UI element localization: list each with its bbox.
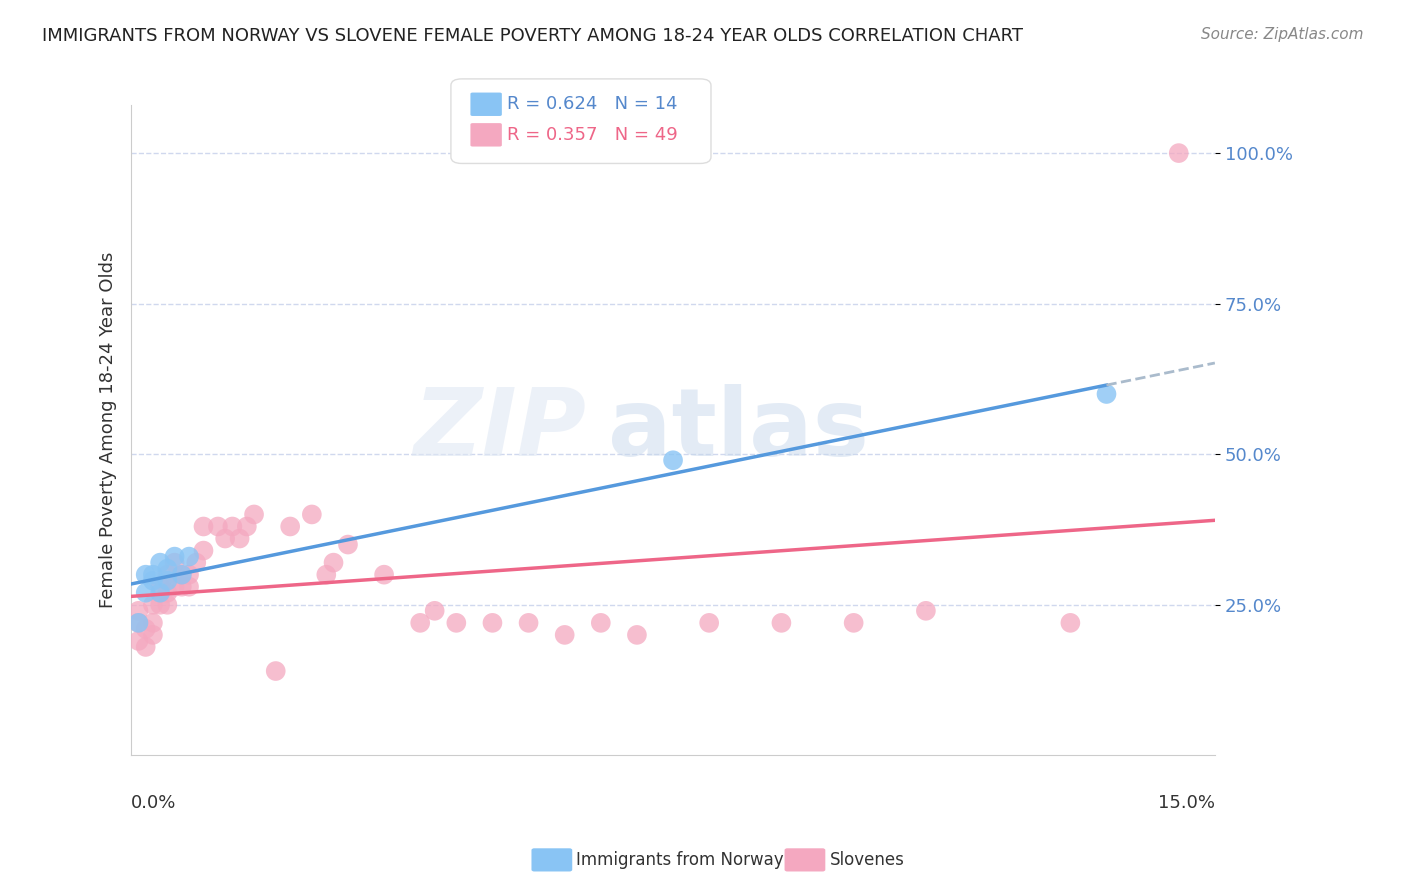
Point xyxy=(264,664,287,678)
Text: R = 0.624   N = 14: R = 0.624 N = 14 xyxy=(508,95,678,112)
Point xyxy=(697,615,720,630)
Point xyxy=(142,574,165,588)
Point xyxy=(409,615,432,630)
Point xyxy=(135,622,157,636)
FancyBboxPatch shape xyxy=(471,123,502,146)
Point xyxy=(770,615,793,630)
Point xyxy=(842,615,865,630)
Point xyxy=(626,628,648,642)
Point xyxy=(373,567,395,582)
Y-axis label: Female Poverty Among 18-24 Year Olds: Female Poverty Among 18-24 Year Olds xyxy=(100,252,117,608)
Point xyxy=(1095,387,1118,401)
Text: Source: ZipAtlas.com: Source: ZipAtlas.com xyxy=(1201,27,1364,42)
FancyBboxPatch shape xyxy=(471,93,502,116)
Point xyxy=(135,567,157,582)
Point xyxy=(207,519,229,533)
Text: Slovenes: Slovenes xyxy=(830,851,904,869)
Point xyxy=(186,556,208,570)
Point xyxy=(170,567,193,582)
Point xyxy=(127,604,149,618)
Point xyxy=(177,549,200,564)
Text: 0.0%: 0.0% xyxy=(131,795,177,813)
Point xyxy=(163,549,186,564)
Point xyxy=(336,537,359,551)
Point xyxy=(156,562,179,576)
Point xyxy=(156,567,179,582)
Point xyxy=(135,586,157,600)
Point xyxy=(127,615,149,630)
Text: IMMIGRANTS FROM NORWAY VS SLOVENE FEMALE POVERTY AMONG 18-24 YEAR OLDS CORRELATI: IMMIGRANTS FROM NORWAY VS SLOVENE FEMALE… xyxy=(42,27,1024,45)
Point xyxy=(177,580,200,594)
Point xyxy=(156,574,179,588)
Point xyxy=(142,598,165,612)
Point xyxy=(481,615,503,630)
Point xyxy=(662,453,685,467)
Point xyxy=(193,519,215,533)
Point xyxy=(127,615,149,630)
Point xyxy=(915,604,938,618)
Text: R = 0.357   N = 49: R = 0.357 N = 49 xyxy=(508,126,678,144)
Point xyxy=(170,580,193,594)
Point xyxy=(517,615,540,630)
Point xyxy=(149,580,172,594)
Point xyxy=(322,556,344,570)
Point xyxy=(170,567,193,582)
Text: Immigrants from Norway: Immigrants from Norway xyxy=(576,851,785,869)
Point xyxy=(142,615,165,630)
Point xyxy=(142,628,165,642)
Point xyxy=(149,586,172,600)
Point xyxy=(301,508,323,522)
Point xyxy=(149,556,172,570)
Point xyxy=(315,567,337,582)
Point xyxy=(236,519,259,533)
FancyBboxPatch shape xyxy=(451,78,711,163)
Point xyxy=(446,615,468,630)
Point xyxy=(221,519,243,533)
Point xyxy=(149,598,172,612)
Point xyxy=(163,556,186,570)
Point xyxy=(1059,615,1081,630)
Text: 15.0%: 15.0% xyxy=(1159,795,1215,813)
Point xyxy=(142,567,165,582)
Point xyxy=(177,567,200,582)
Point xyxy=(243,508,266,522)
Point xyxy=(135,640,157,654)
Point xyxy=(589,615,612,630)
Point xyxy=(278,519,301,533)
Point xyxy=(127,634,149,648)
Point xyxy=(214,532,236,546)
Point xyxy=(1167,146,1189,161)
Point xyxy=(554,628,576,642)
Point xyxy=(423,604,446,618)
Point xyxy=(163,580,186,594)
Point xyxy=(193,543,215,558)
Point xyxy=(228,532,250,546)
Point xyxy=(156,598,179,612)
Text: atlas: atlas xyxy=(607,384,869,476)
Text: ZIP: ZIP xyxy=(413,384,586,476)
Point xyxy=(156,586,179,600)
